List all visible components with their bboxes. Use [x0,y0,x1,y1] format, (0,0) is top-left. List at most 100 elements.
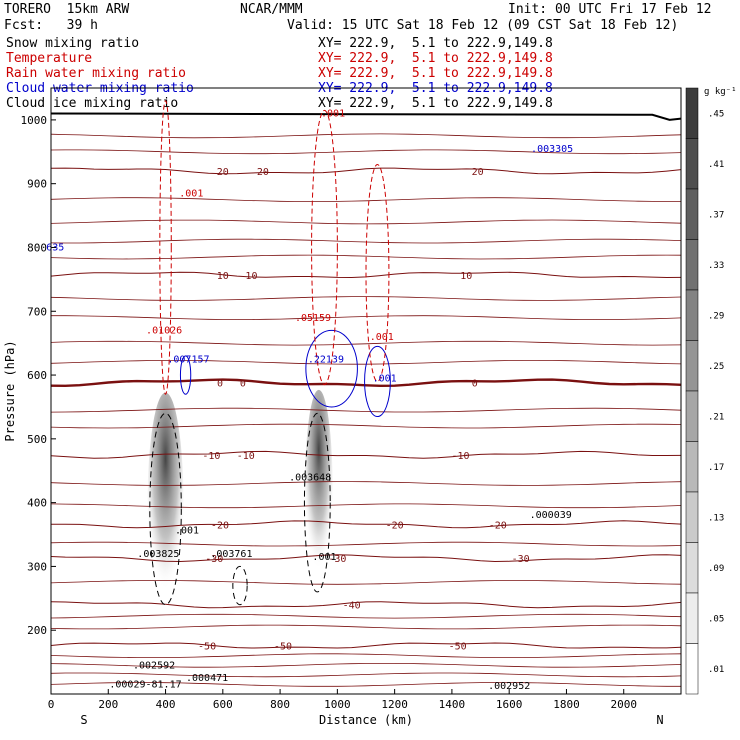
temperature-isotherms [50,112,682,687]
x-tick-label: 2000 [610,698,637,711]
max-label: 635 [46,243,64,254]
isotherm-label: 0 [217,379,223,390]
isotherm-label: 20 [257,167,269,178]
isotherm-label: -40 [343,601,361,612]
max-label: .00029-81.17 [109,680,181,691]
max-label: .003648 [289,472,331,483]
y-tick-label: 200 [27,624,47,637]
isotherm-label: -50 [198,642,216,653]
x-tick-label: 800 [270,698,290,711]
colorbar-label: .29 [708,311,724,321]
max-label: .001 [179,188,203,199]
isotherm-label: -50 [274,642,292,653]
plot-frame [50,87,682,695]
legend-temp-xy: XY= 222.9, 5.1 to 222.9,149.8 [318,51,553,66]
y-tick-label: 700 [27,305,47,318]
isotherm-label: -30 [328,554,346,565]
isotherm-line [50,407,682,413]
colorbar-label: .05 [708,614,724,624]
legend-rain-xy: XY= 222.9, 5.1 to 222.9,149.8 [318,66,553,81]
legend-temp-label: Temperature [6,51,93,66]
isotherm-line [50,197,681,202]
max-label: .001 [175,525,199,536]
isotherm-line [50,653,682,658]
isotherm-m40 [50,601,682,609]
legend-cloudice-xy: XY= 222.9, 5.1 to 222.9,149.8 [318,96,553,111]
isotherm-m10 [50,450,682,459]
colorbar-label: .45 [708,109,724,119]
colorbar-cell [685,289,699,341]
forecast-hour: Fcst: 39 h [4,18,98,33]
isotherm-line [50,340,682,346]
x-tick-label: 400 [156,698,176,711]
max-label: .003825 [137,549,179,560]
max-label: .01026 [146,326,182,337]
colorbar-cell [685,643,699,695]
x-tick-label: 1000 [324,698,351,711]
x-axis-title: Distance (km) [319,713,413,727]
isotherm-line [50,541,682,547]
colorbar-unit: g kg⁻¹ [704,87,737,97]
y-tick-label: 400 [27,497,47,510]
max-label: .05159 [295,313,331,324]
isotherm-line [50,613,682,619]
isotherm-label: -30 [512,554,530,565]
max-label: .001 [370,332,394,343]
isotherm-label: -20 [489,520,507,531]
colorbar-cell [685,390,699,442]
isotherm-20 [50,167,682,175]
isotherm-label: 10 [245,271,257,282]
north-label: N [656,713,663,727]
colorbar: .45 .41 .37 .33 .29 .25 .21 .17 .13 .09 .05 .01 g kg… [685,87,737,695]
colorbar-cell [685,138,699,190]
isotherm-line [50,682,681,687]
x-tick-label: 1200 [381,698,408,711]
isotherm-label: -10 [451,451,469,462]
isotherm-0 [50,378,682,388]
surface-line [50,112,682,121]
cloud-ice-contour-small [232,565,248,606]
center-title: NCAR/MMM [240,2,303,17]
y-tick-label: 500 [27,433,47,446]
x-tick-label: 1400 [439,698,466,711]
isotherm-label: 20 [472,167,484,178]
isotherm-line [50,133,682,139]
colorbar-cell [685,340,699,392]
legend-rain-label: Rain water mixing ratio [6,66,187,81]
rain-contour-east [365,164,390,382]
isotherm-label: -50 [449,642,467,653]
colorbar-label: .01 [708,665,724,675]
isotherm-line [51,315,682,321]
max-label: .001 [321,109,345,120]
snow-core-west [147,392,184,613]
isotherm-label: 0 [472,379,478,390]
colorbar-label: .13 [708,513,724,523]
max-label: .003305 [531,144,573,155]
cloud-water-contour-east [364,345,391,418]
snow-shading [147,389,333,613]
isotherm-m50 [50,642,682,649]
isotherm-line [50,423,682,429]
init-time: Init: 00 UTC Fri 17 Feb 12 [508,2,712,17]
isotherm-line [50,672,682,678]
colorbar-label: .21 [708,412,724,422]
x-tick-label: 0 [48,698,55,711]
colorbar-cell [685,87,699,139]
south-label: S [80,713,87,727]
isotherm-label: 10 [460,271,472,282]
isotherm-m20 [51,520,682,529]
y-tick-label: 600 [27,369,47,382]
colorbar-cell [685,441,699,493]
x-tick-label: 1600 [496,698,523,711]
isotherm-line [50,663,682,668]
legend-snow-label: Snow mixing ratio [6,36,140,51]
legend-snow-xy: XY= 222.9, 5.1 to 222.9,149.8 [318,36,553,51]
isotherm-label: 10 [217,271,229,282]
colorbar-label: .17 [708,463,724,473]
isotherm-line [50,219,682,225]
legend-cloudice-label: Cloud ice mixing ratio [6,96,179,111]
cloud-water-contour-central [305,329,358,408]
colorbar-label: .41 [708,160,724,170]
contour-labels: -50 -50 -50 -40 -30 -30 -30 -20 -20 -20 -10 -10 -10 0… [46,109,573,692]
